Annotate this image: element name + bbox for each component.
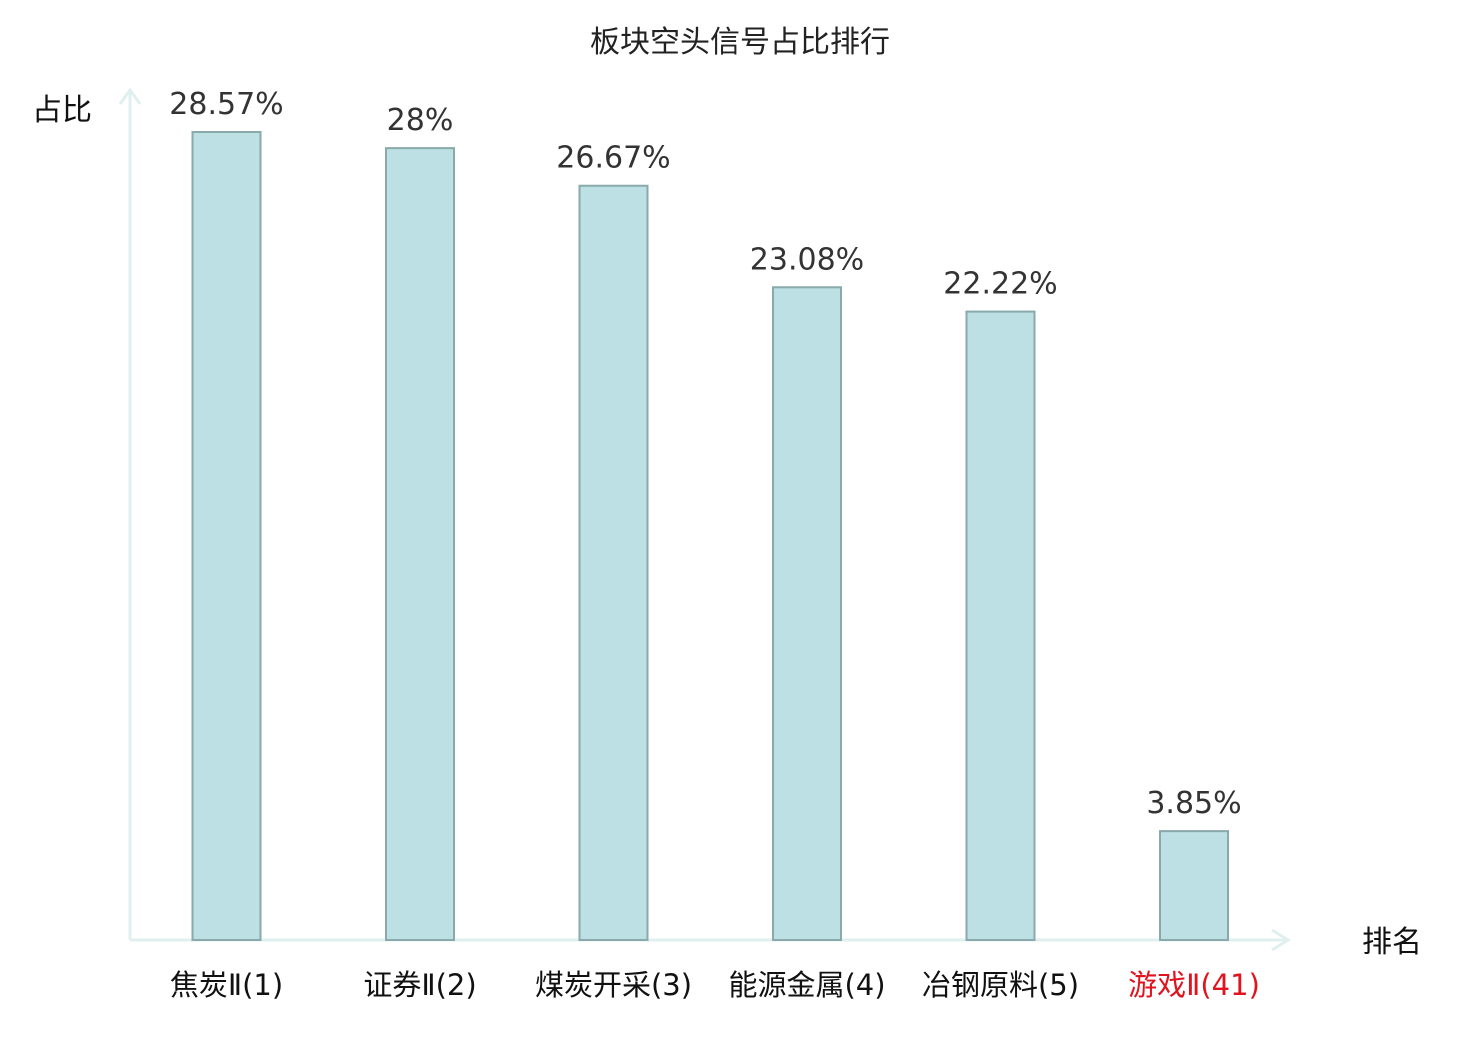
chart-title: 板块空头信号占比排行	[590, 25, 890, 60]
bar	[772, 286, 842, 941]
category-label: 冶钢原料(5)	[922, 968, 1079, 1002]
bar-value-label: 28%	[387, 103, 454, 138]
category-label: 能源金属(4)	[728, 968, 885, 1002]
bar-value-label: 26.67%	[556, 141, 670, 176]
bar	[965, 310, 1036, 941]
bar	[1159, 830, 1229, 942]
category-label: 游戏Ⅱ(41)	[1128, 968, 1260, 1002]
category-label: 焦炭Ⅱ(1)	[170, 968, 283, 1002]
bar	[385, 147, 455, 941]
bar-value-label: 28.57%	[169, 87, 283, 122]
bars	[191, 131, 1229, 942]
bar	[578, 184, 649, 941]
y-axis	[118, 87, 142, 940]
category-label: 煤炭开采(3)	[535, 968, 692, 1002]
bar-value-label: 3.85%	[1146, 786, 1241, 821]
bar	[191, 131, 262, 941]
bar-value-label: 22.22%	[943, 267, 1057, 302]
category-label: 证券Ⅱ(2)	[363, 968, 476, 1002]
category-labels: 焦炭Ⅱ(1) 证券Ⅱ(2) 煤炭开采(3) 能源金属(4) 冶钢原料(5) 游戏Ⅱ(41)	[170, 968, 1260, 1002]
bar-value-label: 23.08%	[750, 242, 864, 277]
x-axis-label: 排名	[1362, 925, 1422, 960]
x-axis	[130, 928, 1291, 952]
y-axis-label: 占比	[32, 93, 92, 128]
value-labels: 28.57% 28% 26.67% 23.08% 22.22% 3.85%	[169, 87, 1241, 821]
